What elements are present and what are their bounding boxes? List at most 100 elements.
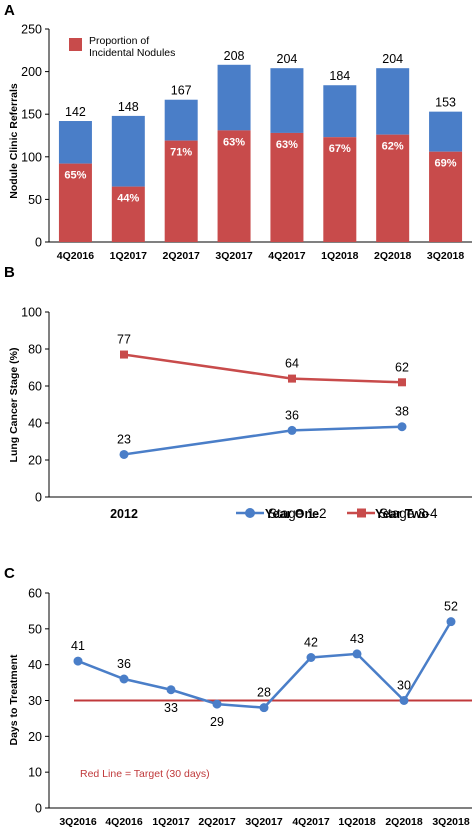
data-label: 62 <box>395 360 409 374</box>
data-label: 77 <box>117 333 131 347</box>
panel-c-y-tick-label: 30 <box>28 694 42 708</box>
bar-percent-label: 67% <box>329 143 351 155</box>
data-label: 29 <box>210 715 224 729</box>
series-line-stage-1-2 <box>123 425 403 456</box>
panel-a-legend: Proportion of Incidental Nodules <box>69 35 175 59</box>
bar-incidental-segment <box>270 132 304 242</box>
legend-marker-stage-3-4 <box>357 508 366 518</box>
panel-c-y-tick-label: 60 <box>28 587 42 601</box>
data-point-stage-3-4 <box>120 350 128 359</box>
panel-b-y-axis-label: Lung Cancer Stage (%) <box>8 348 20 463</box>
panel-a-y-tick-label: 100 <box>21 150 42 164</box>
legend-label-stage-1-2: Stage 1-2 <box>268 506 327 521</box>
data-point-days <box>212 699 222 709</box>
data-point-stage-3-4 <box>398 378 406 387</box>
panel-c-x-tick-label: 3Q2017 <box>245 816 283 828</box>
panel-c-y-tick-label: 50 <box>28 622 42 636</box>
data-point-days <box>446 617 456 627</box>
data-label: 43 <box>350 632 364 646</box>
panel-a-x-tick-label: 1Q2017 <box>110 250 148 262</box>
data-label: 30 <box>397 679 411 693</box>
panel-letter-c: C <box>4 565 15 582</box>
data-point-stage-1-2 <box>119 449 129 459</box>
panel-c-y-tick-label: 20 <box>28 730 42 744</box>
series-line-stage-3-4 <box>123 353 403 384</box>
panel-a-x-tick-label: 4Q2016 <box>57 250 95 262</box>
data-point-days <box>306 653 316 662</box>
panel-a-y-tick-label: 150 <box>21 108 42 122</box>
bar-incidental-segment <box>217 130 251 242</box>
bar-total-segment <box>270 68 304 133</box>
panel-b-line-chart: Lung Cancer Stage (%) 0 20 40 60 80 100 2012 Ye… <box>8 306 472 521</box>
panel-b-y-tick-label: 100 <box>21 306 42 320</box>
data-label: 64 <box>285 357 299 371</box>
panel-b-x-tick-label: 2012 <box>110 507 138 521</box>
panel-b-y-tick-label: 0 <box>35 491 42 505</box>
data-point-stage-1-2 <box>287 425 297 435</box>
bar-total-segment <box>429 111 463 152</box>
bar-percent-label: 62% <box>382 141 404 153</box>
panel-a-x-tick-label: 2Q2018 <box>374 250 412 262</box>
panel-a-y-tick-label: 200 <box>21 65 42 79</box>
panel-b-y-tick-label: 80 <box>28 343 42 357</box>
data-label: 33 <box>164 701 178 715</box>
panel-c-y-axis-label: Days to Treatment <box>8 654 20 746</box>
bar-total-segment <box>376 68 410 135</box>
data-point-days <box>166 685 176 695</box>
bar-percent-label: 71% <box>170 147 192 159</box>
panel-c-y-tick-label: 0 <box>35 802 42 816</box>
data-point-stage-1-2 <box>397 422 407 432</box>
panel-b-x-tick-label: Year Two <box>375 507 429 521</box>
bar-incidental-segment <box>164 140 198 242</box>
bar-total-segment <box>111 115 145 187</box>
panel-a-x-tick-label: 2Q2017 <box>163 250 201 262</box>
bar-percent-label: 44% <box>117 193 139 205</box>
data-label: 41 <box>71 639 85 653</box>
legend-label-stage-3-4: Stage 3-4 <box>379 506 438 521</box>
bar-percent-label: 63% <box>276 139 298 151</box>
data-point-days <box>73 656 83 666</box>
panel-c-line-chart: Days to Treatment Red Line = Target (30 … <box>8 587 472 828</box>
data-point-days <box>352 649 362 659</box>
bar-total-label: 167 <box>171 84 192 98</box>
panel-c-x-tick-label: 3Q2018 <box>432 816 470 828</box>
bar-incidental-segment <box>376 134 410 242</box>
data-label: 42 <box>304 636 318 650</box>
panel-a-bar-chart: Nodule Clinic Referrals Proportion of In… <box>8 23 472 262</box>
bar-total-segment <box>164 99 198 141</box>
bar-total-label: 148 <box>118 100 139 114</box>
data-point-stage-3-4 <box>288 374 296 383</box>
bar-incidental-segment <box>323 137 357 242</box>
panel-a-y-tick-label: 50 <box>28 193 42 207</box>
data-point-days <box>119 674 129 684</box>
panel-a-x-tick-label: 3Q2017 <box>215 250 253 262</box>
panel-letter-b: B <box>4 264 15 281</box>
panel-a-y-tick-label: 0 <box>35 236 42 250</box>
bar-incidental-segment <box>429 151 463 242</box>
panel-b-y-tick-label: 20 <box>28 454 42 468</box>
bar-total-label: 204 <box>277 52 298 66</box>
panel-c-y-tick-label: 40 <box>28 658 42 672</box>
panel-a-x-tick-label: 3Q2018 <box>427 250 465 262</box>
panel-c-x-tick-label: 4Q2017 <box>292 816 330 828</box>
panel-letter-a: A <box>4 2 15 19</box>
panel-a-x-tick-label: 1Q2018 <box>321 250 359 262</box>
bar-percent-label: 65% <box>64 170 86 182</box>
bar-percent-label: 63% <box>223 136 245 148</box>
target-note: Red Line = Target (30 days) <box>80 768 210 780</box>
data-point-days <box>259 703 269 713</box>
panel-a-x-tick-label: 4Q2017 <box>268 250 306 262</box>
legend-swatch-incidental <box>69 38 82 51</box>
bar-total-label: 208 <box>224 49 245 63</box>
panel-c-x-tick-label: 1Q2018 <box>338 816 376 828</box>
panel-b-x-tick-label: Year One <box>265 507 319 521</box>
panel-a-y-tick-label: 250 <box>21 23 42 37</box>
panel-c-x-tick-label: 3Q2016 <box>59 816 97 828</box>
data-label: 52 <box>444 600 458 614</box>
data-point-days <box>399 696 409 705</box>
panel-c-x-tick-label: 2Q2017 <box>198 816 236 828</box>
panel-c-x-tick-label: 2Q2018 <box>385 816 423 828</box>
bar-total-label: 184 <box>329 69 350 83</box>
data-label: 36 <box>117 657 131 671</box>
